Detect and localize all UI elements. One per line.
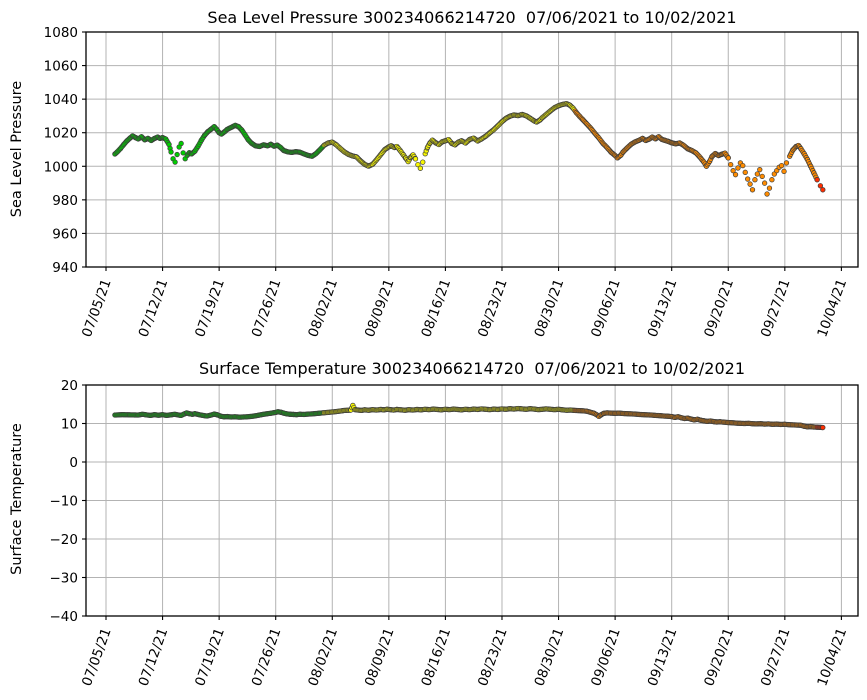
svg-text:980: 980 — [52, 193, 78, 209]
svg-text:20: 20 — [61, 378, 78, 394]
pressure-chart-title: Sea Level Pressure 300234066214720 07/06… — [207, 8, 737, 27]
svg-text:08/09/21: 08/09/21 — [362, 277, 398, 339]
svg-text:1040: 1040 — [44, 92, 78, 108]
svg-text:−10: −10 — [50, 494, 79, 510]
svg-text:09/27/21: 09/27/21 — [758, 277, 794, 339]
svg-text:−40: −40 — [50, 609, 79, 625]
svg-text:07/26/21: 07/26/21 — [249, 277, 285, 339]
svg-text:−20: −20 — [50, 532, 79, 548]
svg-text:08/23/21: 08/23/21 — [475, 626, 511, 688]
svg-text:07/12/21: 07/12/21 — [136, 277, 172, 339]
svg-text:10/04/21: 10/04/21 — [814, 626, 850, 688]
svg-text:08/30/21: 08/30/21 — [532, 626, 568, 688]
svg-text:09/20/21: 09/20/21 — [701, 626, 737, 688]
svg-text:08/30/21: 08/30/21 — [532, 277, 568, 339]
svg-text:07/05/21: 07/05/21 — [79, 277, 115, 339]
svg-text:07/26/21: 07/26/21 — [249, 626, 285, 688]
svg-text:09/13/21: 09/13/21 — [645, 626, 681, 688]
svg-text:−30: −30 — [50, 571, 79, 587]
svg-text:07/19/21: 07/19/21 — [192, 626, 228, 688]
svg-text:09/06/21: 09/06/21 — [588, 626, 624, 688]
svg-text:10/04/21: 10/04/21 — [814, 277, 850, 339]
svg-text:08/16/21: 08/16/21 — [418, 277, 454, 339]
svg-text:07/05/21: 07/05/21 — [79, 626, 115, 688]
svg-text:08/23/21: 08/23/21 — [475, 277, 511, 339]
svg-text:07/12/21: 07/12/21 — [136, 626, 172, 688]
svg-text:08/02/21: 08/02/21 — [305, 277, 341, 339]
svg-text:0: 0 — [69, 455, 78, 471]
svg-text:09/20/21: 09/20/21 — [701, 277, 737, 339]
svg-text:08/02/21: 08/02/21 — [305, 626, 341, 688]
svg-text:1060: 1060 — [44, 59, 78, 75]
svg-text:1020: 1020 — [44, 126, 78, 142]
svg-text:09/27/21: 09/27/21 — [758, 626, 794, 688]
svg-text:07/19/21: 07/19/21 — [192, 277, 228, 339]
svg-text:10: 10 — [61, 417, 78, 433]
svg-text:08/09/21: 08/09/21 — [362, 626, 398, 688]
temperature-chart-title: Surface Temperature 300234066214720 07/0… — [198, 359, 745, 378]
svg-text:09/06/21: 09/06/21 — [588, 277, 624, 339]
svg-text:09/13/21: 09/13/21 — [645, 277, 681, 339]
svg-text:960: 960 — [52, 226, 78, 242]
svg-text:1000: 1000 — [44, 159, 78, 175]
svg-text:08/16/21: 08/16/21 — [418, 626, 454, 688]
svg-text:940: 940 — [52, 260, 78, 276]
svg-text:1080: 1080 — [44, 25, 78, 41]
